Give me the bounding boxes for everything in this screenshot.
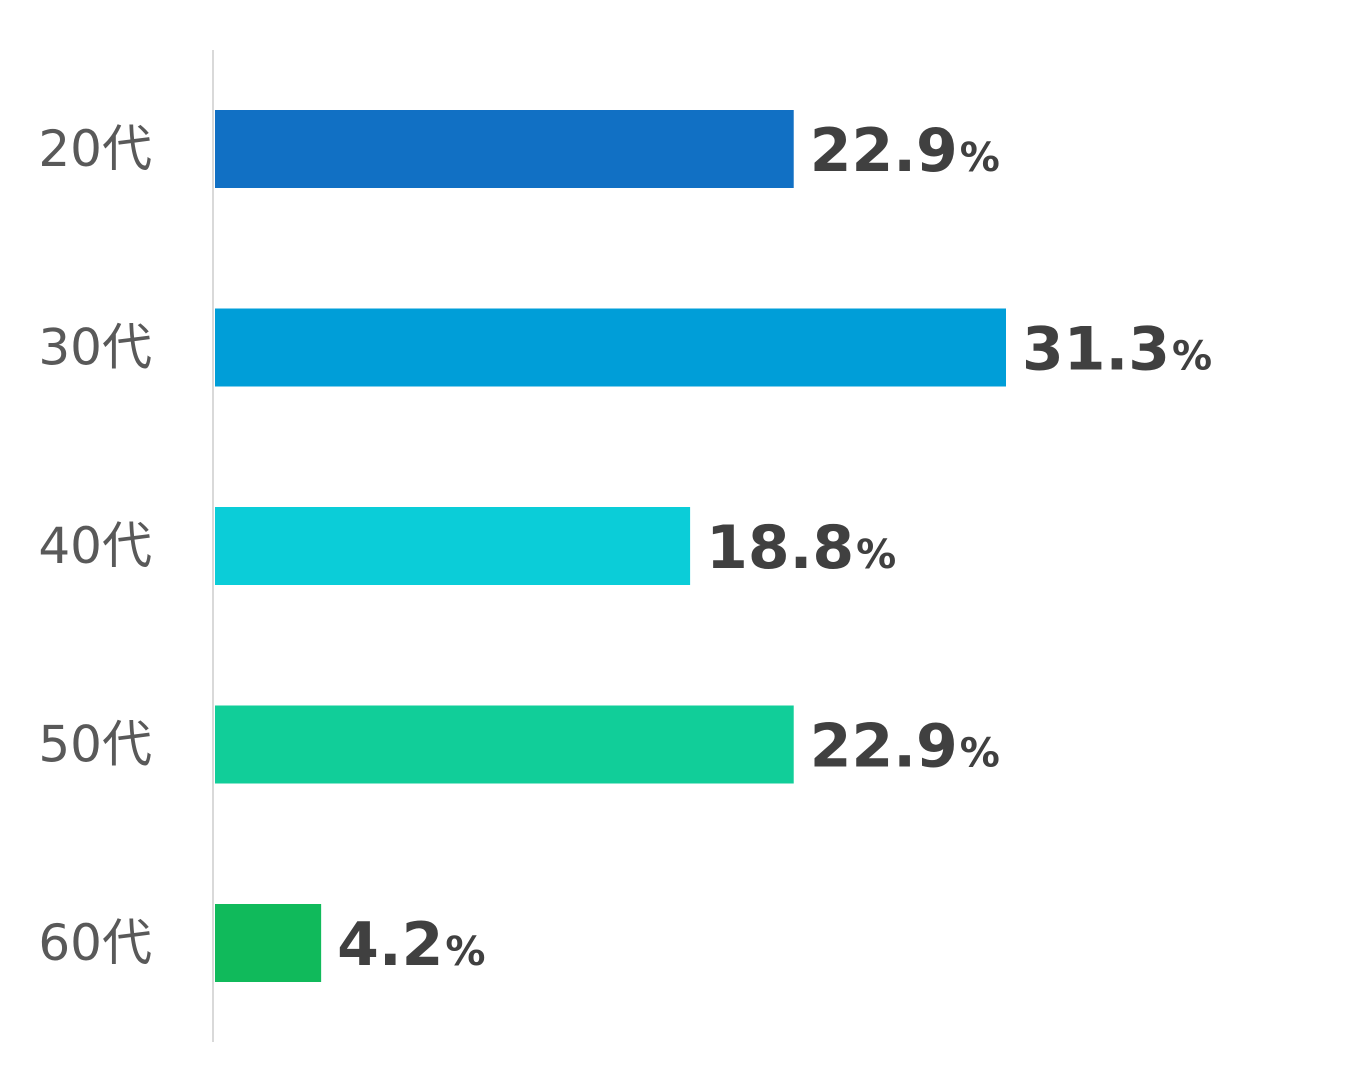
data-label-value: 31.3	[1022, 315, 1170, 385]
category-label: 30代	[38, 319, 152, 377]
category-label: 60代	[38, 914, 152, 972]
data-label: 4.2%	[337, 910, 485, 980]
data-label-value: 4.2	[337, 910, 443, 980]
category-label: 20代	[38, 120, 152, 178]
bar	[215, 705, 794, 784]
bar	[215, 308, 1006, 387]
data-label-unit: %	[960, 731, 1000, 777]
data-label: 31.3%	[1022, 315, 1212, 385]
data-label-unit: %	[445, 929, 485, 975]
data-label: 22.9%	[810, 116, 1000, 186]
category-label: 50代	[38, 716, 152, 774]
data-label: 22.9%	[810, 712, 1000, 782]
bar	[215, 904, 322, 982]
data-label-value: 18.8	[706, 513, 854, 583]
data-label: 18.8%	[706, 513, 896, 583]
bar	[215, 110, 794, 188]
bar	[215, 507, 691, 585]
data-label-value: 22.9	[810, 116, 958, 186]
data-label-unit: %	[856, 532, 896, 578]
category-label: 40代	[38, 517, 152, 575]
data-label-unit: %	[960, 135, 1000, 181]
data-label-unit: %	[1172, 334, 1212, 380]
data-label-value: 22.9	[810, 712, 958, 782]
